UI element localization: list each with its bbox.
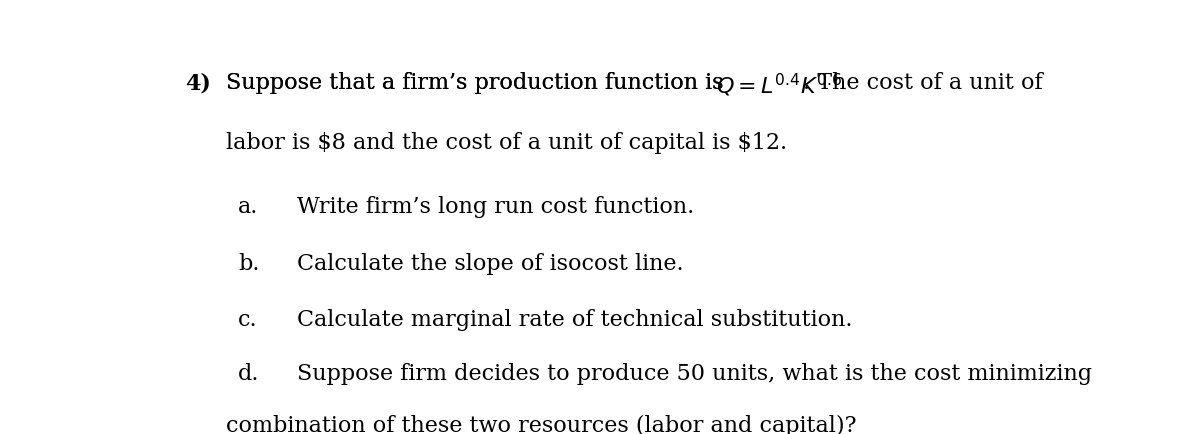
Text: Write firm’s long run cost function.: Write firm’s long run cost function. bbox=[296, 196, 694, 218]
Text: 4): 4) bbox=[185, 72, 211, 94]
Text: d.: d. bbox=[239, 363, 260, 385]
Text: labor is \$8 and the cost of a unit of capital is \$12.: labor is \$8 and the cost of a unit of c… bbox=[227, 132, 787, 154]
Text: Suppose that a firm’s production function is: Suppose that a firm’s production functio… bbox=[227, 72, 731, 94]
Text: . The cost of a unit of: . The cost of a unit of bbox=[803, 72, 1043, 94]
Text: Calculate the slope of isocost line.: Calculate the slope of isocost line. bbox=[296, 253, 684, 275]
Text: b.: b. bbox=[239, 253, 260, 275]
Text: a.: a. bbox=[239, 196, 259, 218]
Text: c.: c. bbox=[239, 309, 258, 332]
Text: $Q = L^{0.4}K^{0.6}$: $Q = L^{0.4}K^{0.6}$ bbox=[716, 72, 842, 99]
Text: Suppose that a firm’s production function is: Suppose that a firm’s production functio… bbox=[227, 72, 731, 94]
Text: Suppose firm decides to produce 50 units, what is the cost minimizing: Suppose firm decides to produce 50 units… bbox=[296, 363, 1092, 385]
Text: combination of these two resources (labor and capital)?: combination of these two resources (labo… bbox=[227, 414, 857, 434]
Text: Calculate marginal rate of technical substitution.: Calculate marginal rate of technical sub… bbox=[296, 309, 852, 332]
